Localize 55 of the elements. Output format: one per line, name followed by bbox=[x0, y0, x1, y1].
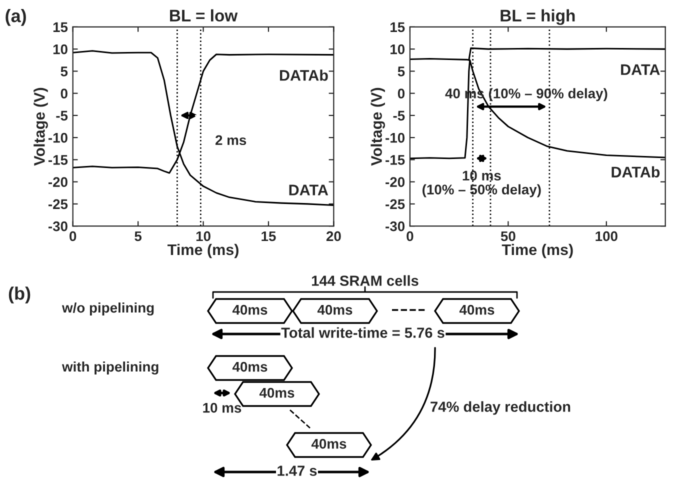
y-tick-label: -25 bbox=[48, 199, 68, 210]
text: 74% delay reduction bbox=[430, 401, 570, 415]
text: 40ms bbox=[259, 388, 294, 398]
y-tick-label: 0 bbox=[398, 88, 405, 98]
text: 40ms bbox=[317, 304, 352, 315]
x-tick-label: 0 bbox=[70, 231, 76, 242]
series-label: DATAb bbox=[280, 70, 328, 81]
y-axis-title: Voltage (V) bbox=[34, 88, 48, 166]
y-tick-label: 15 bbox=[390, 22, 405, 32]
y-tick-label: -5 bbox=[393, 110, 405, 121]
x-tick-label: 5 bbox=[134, 231, 142, 242]
chart-title: BL = high bbox=[500, 9, 575, 25]
y-tick-label: -20 bbox=[386, 177, 405, 187]
text: 40ms bbox=[459, 304, 494, 315]
x-tick-label: 100 bbox=[596, 231, 618, 242]
y-tick-label: -20 bbox=[48, 177, 68, 187]
y-tick-label: 0 bbox=[60, 88, 68, 98]
x-tick-label: 10 bbox=[196, 231, 210, 242]
text: Total write-time = 5.76 s bbox=[281, 327, 444, 338]
y-tick-label: -10 bbox=[48, 132, 68, 143]
y-tick-label: 10 bbox=[390, 44, 405, 54]
y-tick-label: 10 bbox=[53, 44, 68, 54]
text: w/o pipelining bbox=[62, 302, 154, 316]
y-tick-label: -25 bbox=[386, 199, 405, 210]
text: with pipelining bbox=[62, 361, 158, 375]
text: 1.47 s bbox=[278, 466, 317, 476]
series-label: DATA bbox=[621, 64, 660, 75]
y-tick-label: 5 bbox=[60, 66, 68, 76]
x-axis-title: Time (ms) bbox=[502, 244, 573, 258]
y-tick-label: -30 bbox=[386, 221, 405, 232]
series-label: DATAb bbox=[612, 166, 660, 178]
annotation: 2 ms bbox=[215, 135, 246, 146]
text: (a) bbox=[6, 9, 26, 26]
text: 40ms bbox=[311, 438, 346, 449]
y-tick-label: 15 bbox=[53, 22, 68, 32]
x-tick-label: 0 bbox=[406, 231, 414, 242]
y-tick-label: -5 bbox=[56, 110, 68, 121]
text: 10 ms bbox=[203, 402, 242, 413]
chart-title: BL = low bbox=[170, 9, 238, 22]
y-tick-label: 5 bbox=[398, 66, 405, 76]
text: 40ms bbox=[232, 362, 268, 372]
x-axis-title: Time (ms) bbox=[168, 244, 238, 258]
text: 144 SRAM cells bbox=[312, 275, 418, 286]
x-tick-label: 20 bbox=[326, 231, 341, 242]
y-tick-label: -10 bbox=[386, 132, 405, 143]
annotation: 10 ms (10% – 50% delay) bbox=[422, 170, 541, 198]
text: 40ms bbox=[232, 304, 268, 315]
y-tick-label: -15 bbox=[386, 155, 405, 165]
y-tick-label: -30 bbox=[48, 221, 68, 232]
series-label: DATA bbox=[289, 184, 328, 196]
text: (b) bbox=[8, 286, 30, 304]
x-tick-label: 15 bbox=[262, 231, 276, 242]
y-tick-label: -15 bbox=[48, 155, 68, 165]
y-axis-title: Voltage (V) bbox=[370, 88, 386, 166]
x-tick-label: 50 bbox=[500, 231, 516, 242]
